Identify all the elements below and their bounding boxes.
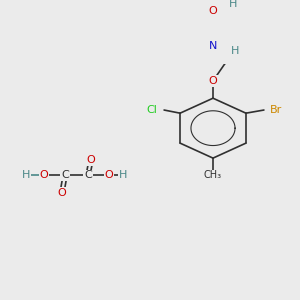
Text: H: H: [229, 0, 237, 9]
Text: O: O: [105, 170, 113, 181]
Text: O: O: [87, 155, 95, 165]
Text: O: O: [58, 188, 66, 198]
Text: O: O: [208, 7, 217, 16]
Text: O: O: [40, 170, 48, 181]
Text: H: H: [22, 170, 30, 181]
Text: C: C: [84, 170, 92, 181]
Text: O: O: [208, 76, 217, 86]
Text: CH₃: CH₃: [204, 170, 222, 181]
Text: H: H: [231, 46, 239, 56]
Text: N: N: [209, 41, 217, 51]
Text: Br: Br: [270, 105, 282, 115]
Text: C: C: [61, 170, 69, 181]
Text: H: H: [119, 170, 127, 181]
Text: Cl: Cl: [147, 105, 158, 115]
